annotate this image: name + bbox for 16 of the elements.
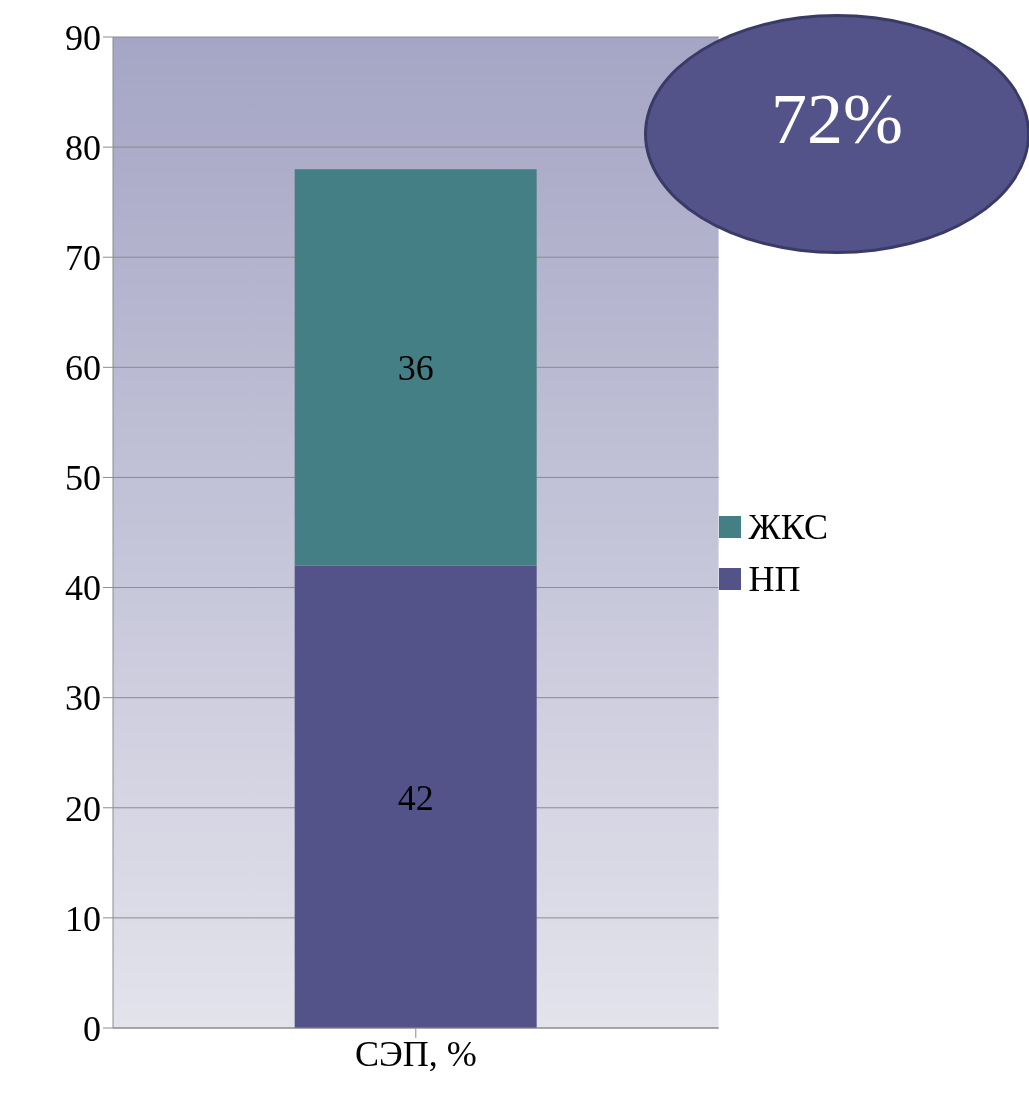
y-tick-label: 10 [65,898,101,939]
data-label: 36 [397,348,434,389]
y-tick-label: 50 [65,458,101,499]
y-tick-label: 90 [65,17,101,58]
legend-label: ЖКС [748,506,828,548]
legend-label: НП [748,558,801,600]
y-tick-label: 60 [65,348,101,389]
y-tick-label: 70 [65,238,101,278]
x-tick-label: СЭП, % [354,1033,477,1074]
y-tick-label: 30 [65,678,101,719]
oval-badge: 72% [644,14,1029,254]
y-tick-label: 40 [65,568,101,609]
y-tick-label: 0 [83,1008,101,1049]
data-label: 42 [397,777,434,818]
y-tick-label: 80 [65,127,101,168]
y-tick-label: 20 [65,788,101,829]
